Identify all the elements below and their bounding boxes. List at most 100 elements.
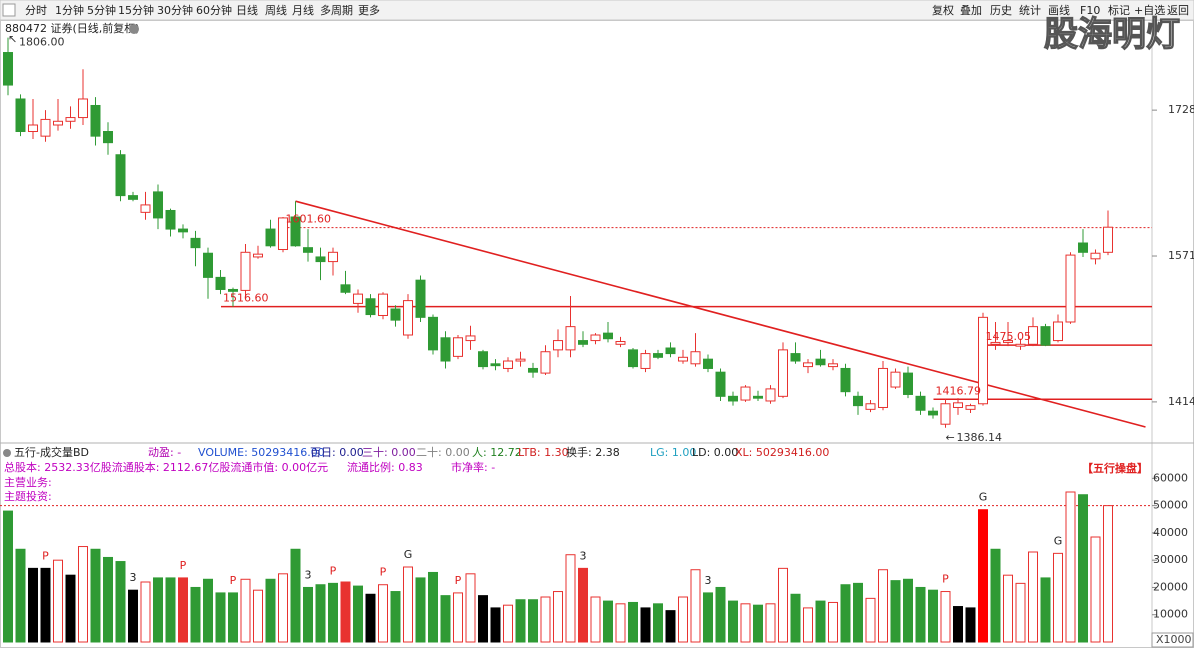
period-tab[interactable]: 日线 xyxy=(236,3,258,17)
stock-info: 主营业务: xyxy=(4,475,52,489)
volume-bar xyxy=(40,567,51,643)
tool-button[interactable]: 统计 xyxy=(1019,4,1041,17)
candle-body xyxy=(1103,226,1113,253)
tool-button[interactable]: +自选 xyxy=(1134,4,1165,17)
volume-bar xyxy=(565,554,576,643)
candle-body xyxy=(690,351,701,365)
volume-bar xyxy=(990,548,1001,643)
volume-bar xyxy=(540,596,551,643)
tool-button[interactable]: 叠加 xyxy=(960,4,982,17)
symbol-menu[interactable] xyxy=(129,24,139,34)
volume-bar xyxy=(203,578,213,643)
volume-bar xyxy=(165,577,176,643)
volume-bar xyxy=(953,606,963,643)
period-tab[interactable]: 分时 xyxy=(25,4,47,17)
candle-body xyxy=(128,195,138,200)
tool-button[interactable]: F10 xyxy=(1080,4,1100,17)
candle-body xyxy=(990,341,1001,345)
volume-marker: G xyxy=(1054,534,1063,547)
unit: X1000 xyxy=(1156,633,1192,646)
volume-bar xyxy=(190,586,201,643)
candle-body xyxy=(728,395,738,402)
tool-button[interactable]: 画线 xyxy=(1048,3,1070,17)
candle-body xyxy=(928,410,938,416)
volume-bar xyxy=(253,589,263,643)
candle-body xyxy=(1053,321,1063,342)
tool-button[interactable]: 标记 xyxy=(1108,3,1130,17)
candle-body xyxy=(1015,343,1026,347)
volume-bar xyxy=(890,580,901,643)
volume-bar xyxy=(28,567,38,643)
volume-bar xyxy=(553,591,563,643)
level-label: 1416.79 xyxy=(936,384,982,397)
period-tab[interactable]: 月线 xyxy=(292,3,314,17)
candle-body xyxy=(215,276,226,290)
tool-button[interactable]: 返回 xyxy=(1167,4,1189,17)
volume-bar xyxy=(578,567,588,643)
indicator-menu[interactable] xyxy=(3,449,11,457)
back-button[interactable] xyxy=(2,3,16,17)
candle-body xyxy=(953,402,963,408)
volume-bar xyxy=(153,577,163,643)
candle-body xyxy=(228,288,238,292)
volume-bar xyxy=(1103,505,1113,643)
volume-bar xyxy=(528,599,538,643)
candle-body xyxy=(840,367,851,393)
indicator-value: LTB: 1.30 xyxy=(518,446,569,459)
tool-button[interactable]: 历史 xyxy=(990,4,1012,17)
volume-bar xyxy=(840,584,851,643)
volume-bar xyxy=(940,591,951,643)
volume-bar xyxy=(603,600,613,643)
tool-button[interactable]: 复权 xyxy=(932,3,954,17)
candle-body xyxy=(440,337,451,362)
y-tick-label: 1571 xyxy=(1168,249,1194,262)
indicator-value: 动盈: - xyxy=(148,446,181,459)
period-tab[interactable]: 15分钟 xyxy=(118,3,154,17)
candle-body xyxy=(428,316,438,351)
indicator-value: XL: 50293416.00 xyxy=(735,446,829,459)
candle-body xyxy=(1090,252,1101,260)
candle-body xyxy=(140,204,151,213)
candle-body xyxy=(290,216,301,247)
volume-tick-label: 30000 xyxy=(1153,553,1188,566)
candle-body xyxy=(553,340,563,351)
trendline xyxy=(295,200,1146,428)
volume-bar xyxy=(965,607,976,643)
extreme-label: 1386.14 xyxy=(957,431,1003,444)
candle-body xyxy=(528,367,538,373)
candle-body xyxy=(78,98,88,119)
candle-body xyxy=(490,363,501,367)
period-tab[interactable]: 多周期 xyxy=(320,3,353,17)
volume-bar xyxy=(103,556,113,643)
volume-bar xyxy=(15,548,26,643)
volume-bar xyxy=(728,600,738,643)
candle-body xyxy=(853,395,863,407)
candle-body xyxy=(378,293,388,316)
period-tab[interactable]: 60分钟 xyxy=(196,3,232,17)
volume-bar xyxy=(978,509,988,643)
candle-body xyxy=(878,367,888,408)
period-tab[interactable]: 30分钟 xyxy=(157,3,193,17)
period-tab[interactable]: 5分钟 xyxy=(87,3,116,17)
candle-body xyxy=(890,371,901,388)
candle-body xyxy=(165,209,176,230)
candle-body xyxy=(340,284,351,293)
indicator-value: VOLUME: 50293416.00 xyxy=(198,446,325,459)
period-tab[interactable]: 更多 xyxy=(358,3,380,17)
candle-body xyxy=(178,228,188,233)
candle-body xyxy=(278,217,288,251)
candle-body xyxy=(1040,326,1051,346)
volume-bar xyxy=(915,586,926,643)
volume-bar xyxy=(1003,574,1013,643)
period-tab[interactable]: 1分钟 xyxy=(55,3,84,17)
candle-body xyxy=(503,360,513,369)
volume-bar xyxy=(590,596,601,643)
period-tab[interactable]: 周线 xyxy=(265,3,287,17)
volume-bar xyxy=(115,561,126,643)
candle-body xyxy=(265,228,276,247)
candle-body xyxy=(253,253,263,258)
volume-marker: P xyxy=(42,549,49,562)
candle-body xyxy=(603,332,613,340)
volume-bar xyxy=(1053,552,1063,643)
volume-bar xyxy=(453,592,463,643)
